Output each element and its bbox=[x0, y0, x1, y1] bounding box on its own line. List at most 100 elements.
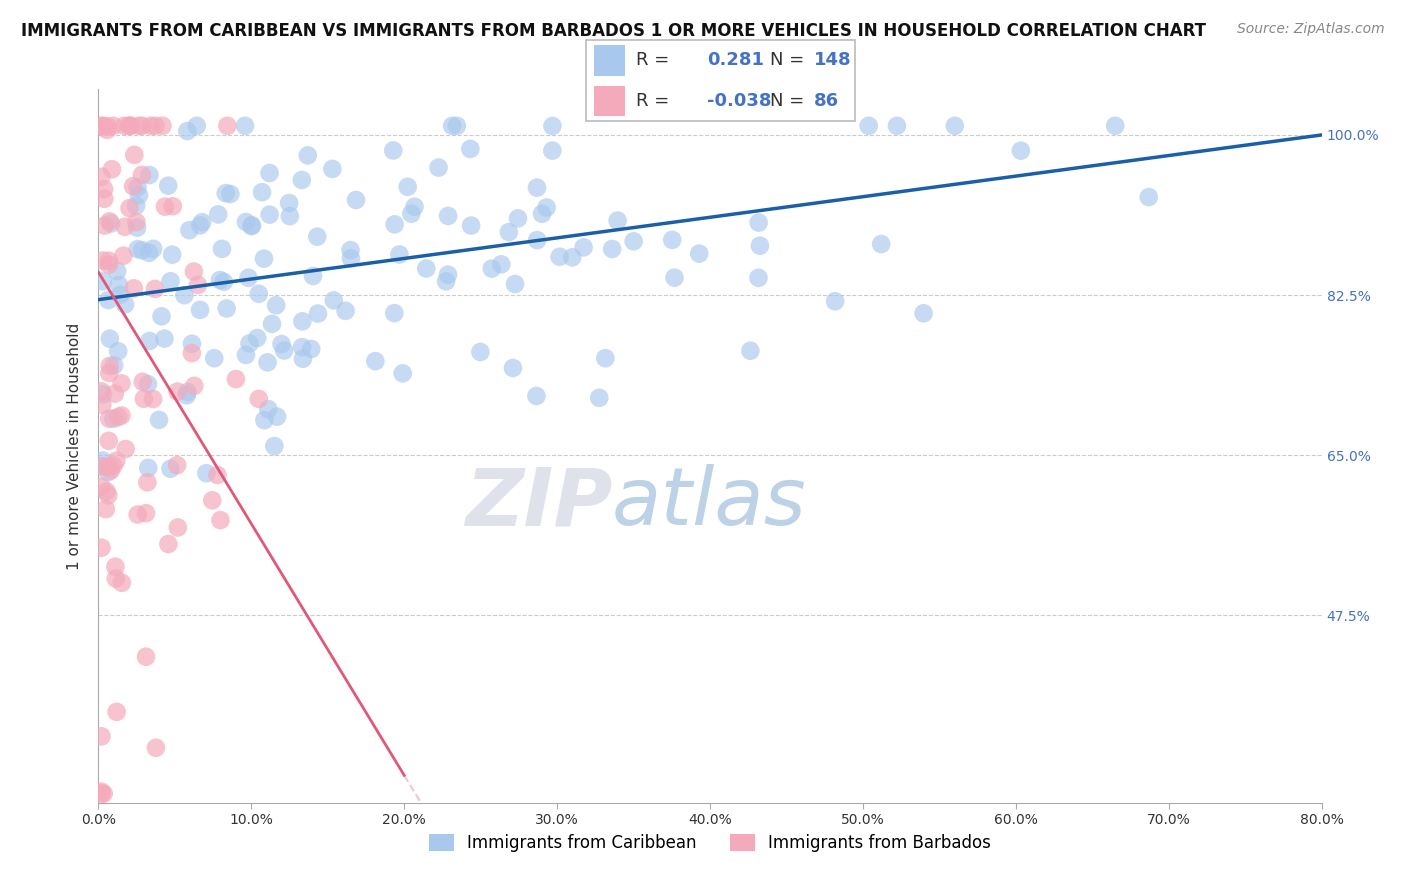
Text: Source: ZipAtlas.com: Source: ZipAtlas.com bbox=[1237, 22, 1385, 37]
Point bbox=[247, 392, 270, 406]
Point bbox=[166, 384, 188, 399]
Text: 86: 86 bbox=[814, 92, 839, 110]
Point bbox=[97, 488, 120, 502]
Point bbox=[415, 261, 437, 276]
Point bbox=[541, 119, 564, 133]
Point bbox=[211, 242, 233, 256]
Bar bbox=[595, 86, 624, 116]
Point bbox=[90, 459, 112, 474]
Point bbox=[437, 209, 460, 223]
Point bbox=[339, 243, 361, 257]
Point bbox=[166, 520, 188, 534]
Point bbox=[127, 180, 149, 194]
Point bbox=[572, 240, 595, 254]
Point bbox=[912, 306, 935, 320]
Point bbox=[404, 200, 426, 214]
Point bbox=[186, 119, 208, 133]
Text: 148: 148 bbox=[814, 52, 852, 70]
Point bbox=[233, 119, 256, 133]
Point bbox=[297, 148, 319, 162]
Point bbox=[181, 336, 204, 351]
Point bbox=[391, 367, 413, 381]
Point bbox=[247, 286, 270, 301]
Point bbox=[259, 208, 281, 222]
Point bbox=[162, 199, 184, 213]
Point bbox=[128, 119, 150, 133]
Point bbox=[503, 277, 526, 291]
Point bbox=[335, 303, 357, 318]
Point bbox=[97, 120, 120, 134]
Point bbox=[93, 787, 115, 801]
Point bbox=[139, 119, 162, 133]
Point bbox=[195, 466, 218, 480]
Point bbox=[150, 310, 173, 324]
Point bbox=[110, 376, 132, 391]
Point bbox=[502, 361, 524, 376]
Point bbox=[122, 281, 145, 295]
Point bbox=[110, 287, 132, 301]
Point bbox=[536, 201, 558, 215]
Text: N =: N = bbox=[770, 92, 804, 110]
Point bbox=[112, 249, 135, 263]
Point bbox=[382, 144, 405, 158]
Point bbox=[103, 359, 125, 373]
Point bbox=[291, 340, 314, 354]
Point bbox=[344, 193, 367, 207]
Point bbox=[340, 252, 363, 266]
Point bbox=[103, 458, 125, 473]
Point bbox=[110, 409, 132, 423]
Point bbox=[270, 337, 292, 351]
Point bbox=[159, 461, 181, 475]
Point bbox=[748, 238, 770, 252]
Point bbox=[173, 288, 195, 302]
Point bbox=[107, 344, 129, 359]
Point bbox=[460, 142, 482, 156]
Point bbox=[138, 245, 160, 260]
Point bbox=[153, 332, 176, 346]
Point bbox=[188, 219, 211, 233]
Point bbox=[302, 268, 325, 283]
Point bbox=[112, 119, 135, 133]
Point bbox=[179, 223, 201, 237]
Point bbox=[118, 201, 141, 215]
Point bbox=[157, 178, 180, 193]
Point bbox=[364, 354, 387, 368]
Point bbox=[291, 351, 314, 366]
Point bbox=[212, 275, 235, 289]
Point bbox=[97, 293, 120, 307]
Point bbox=[105, 705, 128, 719]
Point bbox=[142, 242, 165, 256]
Point bbox=[278, 209, 301, 223]
Point bbox=[460, 219, 482, 233]
Point bbox=[943, 119, 966, 133]
Point bbox=[235, 215, 257, 229]
Point bbox=[260, 317, 283, 331]
Point bbox=[183, 264, 205, 278]
Point bbox=[93, 119, 115, 133]
Point bbox=[266, 409, 288, 424]
Point bbox=[93, 192, 115, 206]
Point bbox=[1104, 119, 1126, 133]
Point bbox=[748, 216, 770, 230]
Point bbox=[291, 173, 314, 187]
Point bbox=[142, 392, 165, 406]
Point bbox=[541, 144, 564, 158]
Point bbox=[396, 179, 419, 194]
Point bbox=[215, 186, 238, 201]
Point bbox=[202, 351, 225, 366]
Point bbox=[307, 307, 329, 321]
Point bbox=[105, 264, 128, 278]
Point bbox=[90, 480, 112, 494]
Point bbox=[152, 119, 174, 133]
Bar bbox=[595, 45, 624, 76]
Point bbox=[120, 119, 142, 133]
Point bbox=[401, 207, 423, 221]
Point bbox=[259, 166, 281, 180]
Point bbox=[90, 784, 112, 798]
Point bbox=[143, 282, 166, 296]
Text: -0.038: -0.038 bbox=[707, 92, 772, 110]
Point bbox=[238, 270, 260, 285]
Point bbox=[437, 268, 460, 282]
Point bbox=[104, 559, 127, 574]
Point bbox=[176, 124, 198, 138]
